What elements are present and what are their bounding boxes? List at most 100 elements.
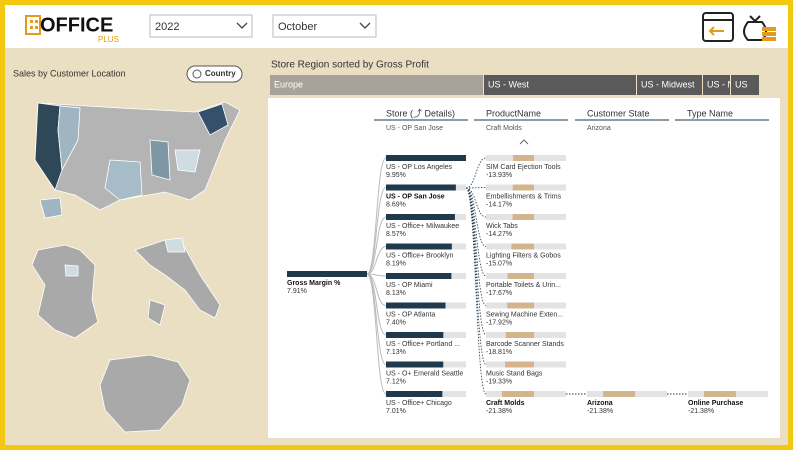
country-toggle[interactable]: Country xyxy=(186,65,243,83)
node-value: 7.01% xyxy=(386,408,406,415)
region-block xyxy=(703,75,730,95)
node-value: -13.93% xyxy=(486,172,512,179)
level-header: ProductName xyxy=(486,108,541,118)
bar xyxy=(603,391,635,397)
region-block xyxy=(731,75,759,95)
bar xyxy=(386,214,455,220)
region-label: Europe xyxy=(274,79,303,89)
node-value: -17.92% xyxy=(486,319,512,326)
node-label: Arizona xyxy=(587,400,613,407)
node-label: Sewing Machine Exten... xyxy=(486,311,563,318)
node-value: 8.13% xyxy=(386,290,406,297)
month-dropdown[interactable]: October xyxy=(272,14,377,38)
level-header: Type Name xyxy=(687,108,733,118)
bar xyxy=(513,155,534,161)
node-value: -21.38% xyxy=(587,408,613,415)
node-label: Embellishments & Trims xyxy=(486,193,562,200)
node-label: Portable Toilets & Urin... xyxy=(486,282,561,289)
node-label: US - OP Miami xyxy=(386,282,433,289)
toggle-label: Country xyxy=(205,69,236,78)
bar xyxy=(386,243,452,250)
node-value: -19.33% xyxy=(486,378,512,385)
bar xyxy=(512,214,534,220)
region-label: US - West xyxy=(488,79,529,89)
level-header: Store (⤴ Details) xyxy=(386,107,455,118)
bar xyxy=(502,391,534,397)
node-value: -18.81% xyxy=(486,349,512,356)
node-value: 8.69% xyxy=(386,201,406,208)
logo-sub: PLUS xyxy=(98,35,119,44)
node-value: 7.12% xyxy=(386,378,406,385)
month-value: October xyxy=(278,21,317,33)
ribbon-header: Europe US - West US - Midwest US - N US xyxy=(270,75,759,95)
node-label: SIM Card Ejection Tools xyxy=(486,164,561,171)
connector xyxy=(465,187,487,306)
node-label: Lighting Filters & Gobos xyxy=(486,252,561,259)
node-value: -21.38% xyxy=(486,408,512,415)
bar xyxy=(386,361,444,368)
node-value: 8.57% xyxy=(386,231,406,238)
level-header: Customer State xyxy=(587,108,650,118)
node-value: -21.38% xyxy=(688,408,714,415)
bar xyxy=(507,302,534,309)
region-label: US - Midwest xyxy=(641,79,695,89)
ribbon-title: Store Region sorted by Gross Profit xyxy=(271,60,429,71)
node-label: Barcode Scanner Stands xyxy=(486,341,564,348)
node-value: 8.19% xyxy=(386,260,406,267)
node-value: -14.27% xyxy=(486,231,512,238)
node-label: US - OP San Jose xyxy=(386,193,445,200)
bar xyxy=(512,184,534,191)
map-title: Sales by Customer Location xyxy=(13,68,126,78)
level-selection: US - OP San Jose xyxy=(386,125,443,132)
region-block xyxy=(637,75,702,95)
year-value: 2022 xyxy=(155,21,179,33)
bar xyxy=(505,332,534,338)
bar xyxy=(505,361,534,368)
level-selection: Craft Molds xyxy=(486,125,522,132)
node-label: Music Stand Bags xyxy=(486,370,543,377)
logo: OFFICE PLUS xyxy=(25,14,119,44)
node-label: US - OP Los Angeles xyxy=(386,164,453,171)
node-label: US - Office+ Milwaukee xyxy=(386,223,459,230)
connector xyxy=(366,157,387,275)
connector xyxy=(465,187,487,189)
node-value: -17.67% xyxy=(486,290,512,297)
bar xyxy=(386,302,446,309)
level-selection: Arizona xyxy=(587,125,611,132)
node-value: -14.17% xyxy=(486,201,512,208)
bar xyxy=(287,271,367,277)
bar xyxy=(386,332,444,338)
node-label: Gross Margin % xyxy=(287,280,341,287)
node-value: 7.40% xyxy=(386,319,406,326)
top-bar xyxy=(5,5,788,48)
region-label: US xyxy=(735,79,748,89)
region-block xyxy=(484,75,636,95)
node-label: US - Office+ Brooklyn xyxy=(386,252,453,259)
connector xyxy=(465,187,487,395)
bar xyxy=(386,155,466,161)
bar xyxy=(704,391,736,397)
node-label: Online Purchase xyxy=(688,400,743,407)
connector xyxy=(366,216,387,275)
node-label: US - O+ Emerald Seattle xyxy=(386,370,463,377)
node-value: 7.91% xyxy=(287,288,307,295)
node-label: US - Office+ Portland ... xyxy=(386,341,460,348)
node-value: 7.13% xyxy=(386,349,406,356)
connector xyxy=(465,187,487,218)
node-label: US - OP Atlanta xyxy=(386,311,435,318)
bar xyxy=(386,273,452,279)
region-label: US - N xyxy=(707,79,734,89)
map xyxy=(31,101,241,433)
year-dropdown[interactable]: 2022 xyxy=(149,14,253,38)
back-button[interactable] xyxy=(702,12,734,42)
connector xyxy=(366,246,387,275)
bar xyxy=(386,391,443,397)
tree-panel xyxy=(268,98,780,438)
connector xyxy=(366,273,387,395)
bar xyxy=(386,184,456,191)
connector xyxy=(465,157,487,189)
money-button[interactable] xyxy=(743,15,776,41)
bar xyxy=(507,273,534,279)
region-block xyxy=(270,75,483,95)
